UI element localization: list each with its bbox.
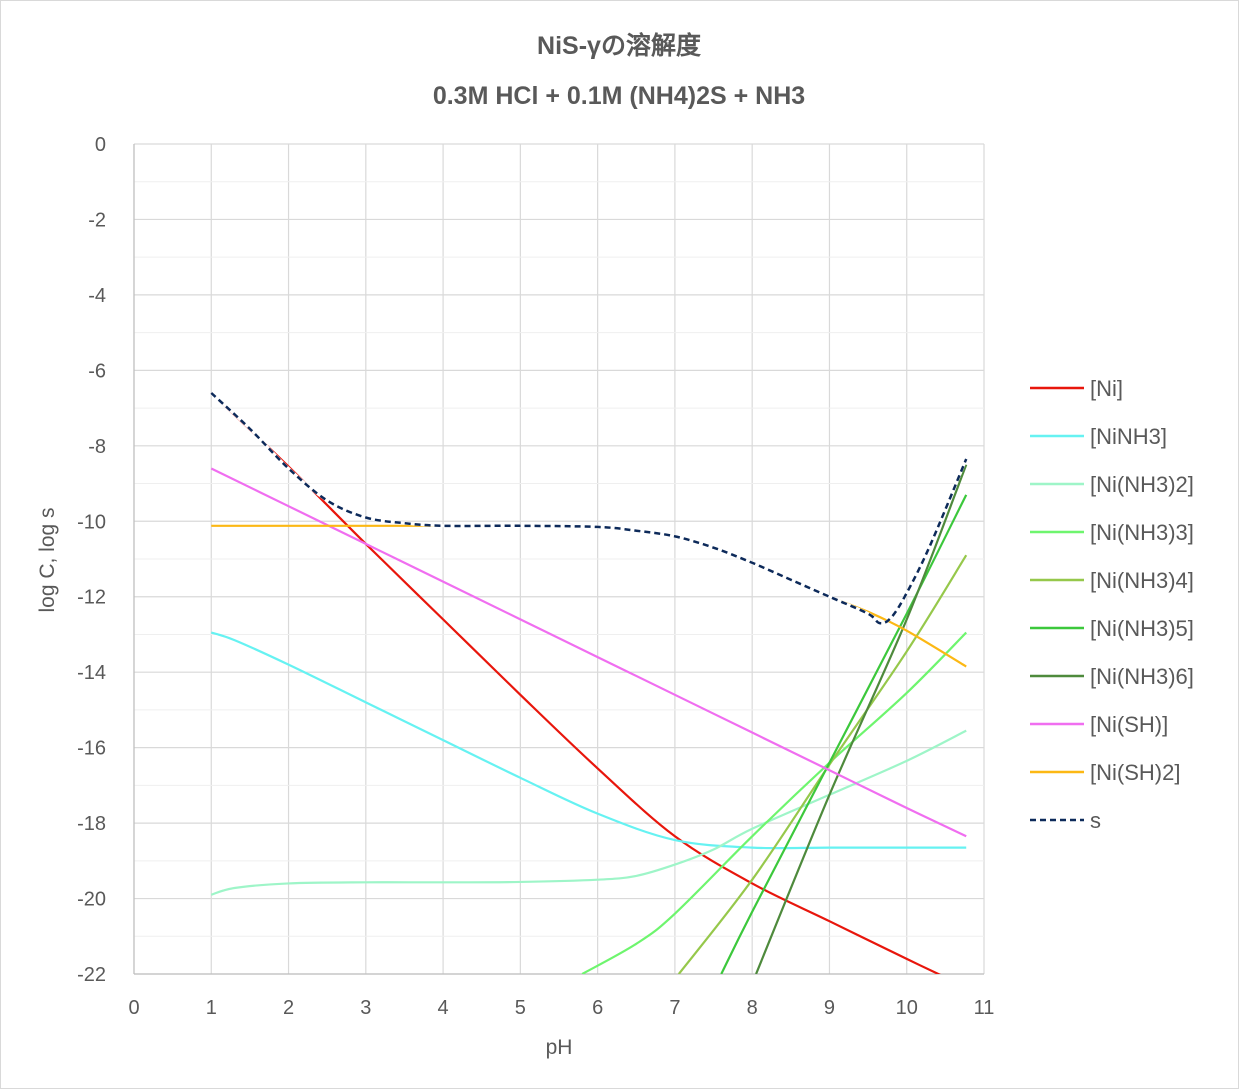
- x-tick-label: 0: [128, 997, 139, 1019]
- y-tick-label: -12: [77, 587, 106, 609]
- x-tick-label: 11: [974, 997, 995, 1019]
- x-tick-label: 3: [360, 997, 371, 1019]
- y-tick-label: 0: [95, 134, 106, 156]
- legend-label: [Ni(SH)2]: [1090, 760, 1180, 785]
- legend-label: [Ni(NH3)6]: [1090, 664, 1194, 689]
- legend: [Ni] [NiNH3] [Ni(NH3)2] [Ni(NH3)3] [Ni(NH3)4…: [1030, 376, 1194, 833]
- y-tick-label: -6: [88, 360, 106, 382]
- y-tick-label: -4: [88, 285, 106, 307]
- series-line-ni-nh3-2: [210, 729, 967, 896]
- series-line-ni-nh3-5: [720, 494, 968, 974]
- series-line-ni: [210, 392, 941, 974]
- series-line-ni-sh: [210, 467, 967, 838]
- tick-labels: 0 1 2 3 4 5 6 7 8 9 10 11 0 -2 -4 -6 -8 -10 -12 -14 -16 -18 -2…: [77, 134, 994, 1019]
- y-tick-label: -22: [77, 964, 106, 986]
- y-tick-label: -16: [77, 738, 106, 760]
- y-tick-label: -8: [88, 436, 106, 458]
- legend-label: [Ni]: [1090, 376, 1123, 401]
- x-tick-label: 2: [283, 997, 294, 1019]
- legend-label: [Ni(NH3)2]: [1090, 472, 1194, 497]
- x-tick-label: 10: [896, 997, 918, 1019]
- series-line-ni-nh3-3: [581, 631, 968, 974]
- series-line-ninh3: [210, 631, 967, 850]
- plot-series: [210, 391, 968, 974]
- legend-label: [Ni(NH3)5]: [1090, 616, 1194, 641]
- x-tick-label: 6: [592, 997, 603, 1019]
- gridlines: [133, 143, 985, 975]
- series-line-s: [210, 392, 968, 625]
- series-line-ni-nh3-4: [677, 554, 968, 974]
- y-tick-label: -18: [77, 813, 106, 835]
- legend-label: s: [1090, 808, 1101, 833]
- x-tick-label: 5: [515, 997, 526, 1019]
- legend-label: [Ni(SH)]: [1090, 712, 1168, 737]
- y-tick-label: -14: [77, 662, 106, 684]
- legend-label: [Ni(NH3)4]: [1090, 568, 1194, 593]
- series-line-s-halo: [210, 391, 968, 625]
- y-tick-label: -2: [88, 209, 106, 231]
- legend-label: [Ni(NH3)3]: [1090, 520, 1194, 545]
- legend-label: [NiNH3]: [1090, 424, 1167, 449]
- chart-title: NiS-γの溶解度: [537, 31, 701, 60]
- y-tick-label: -20: [77, 889, 106, 911]
- x-tick-label: 1: [206, 997, 217, 1019]
- y-axis-title: log C, log s: [36, 507, 59, 612]
- x-axis-title: pH: [546, 1036, 573, 1059]
- x-tick-label: 9: [824, 997, 835, 1019]
- series-line-ni-sh-2: [211, 524, 967, 668]
- x-tick-label: 8: [747, 997, 758, 1019]
- y-tick-label: -10: [77, 511, 106, 533]
- series-line-ni-nh3-6: [755, 464, 968, 974]
- x-tick-label: 7: [669, 997, 680, 1019]
- chart-subtitle: 0.3M HCl + 0.1M (NH4)2S + NH3: [433, 82, 805, 110]
- x-tick-label: 4: [438, 997, 449, 1019]
